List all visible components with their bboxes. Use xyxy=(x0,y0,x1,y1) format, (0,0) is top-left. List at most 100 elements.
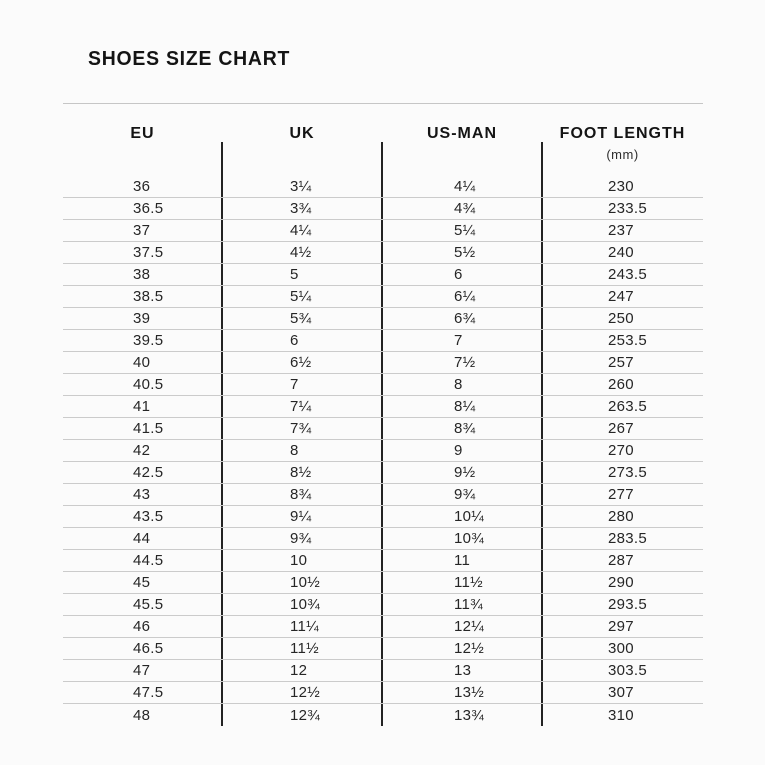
table-cell: 36.5 xyxy=(133,200,164,217)
table-cell: 233.5 xyxy=(608,200,648,217)
table-cell: 42.5 xyxy=(133,464,164,481)
table-cell: 11½ xyxy=(454,574,483,591)
table-cell: 283.5 xyxy=(608,530,648,547)
table-cell: 293.5 xyxy=(608,596,648,613)
table-cell: 13½ xyxy=(454,684,485,701)
table-cell: 5 xyxy=(290,266,299,283)
table-cell: 8½ xyxy=(290,464,312,481)
table-cell: 11½ xyxy=(290,640,319,657)
table-body: 36 3¼ 4¼ 230 36.5 3¾ 4¾ 233.5 37 4¼ 5¼ 237 37.5 4½ 5½ 2… xyxy=(63,176,703,726)
table-cell: 5¾ xyxy=(290,310,312,327)
table-cell: 4¾ xyxy=(454,200,476,217)
table-cell: 243.5 xyxy=(608,266,648,283)
table-cell: 12½ xyxy=(454,640,485,657)
table-cell: 240 xyxy=(608,244,634,261)
table-row: 43.5 9¼ 10¼ 280 xyxy=(63,506,703,528)
table-cell: 267 xyxy=(608,420,634,437)
table-row: 46 11¼ 12¼ 297 xyxy=(63,616,703,638)
table-cell: 6¾ xyxy=(454,310,476,327)
table-cell: 41.5 xyxy=(133,420,164,437)
column-divider-line xyxy=(381,142,383,726)
column-header-uk: UK xyxy=(289,125,315,142)
table-cell: 300 xyxy=(608,640,634,657)
table-row: 42 8 9 270 xyxy=(63,440,703,462)
column-header-eu: EU xyxy=(130,125,155,142)
table-cell: 44 xyxy=(133,530,151,547)
table-row: 36 3¼ 4¼ 230 xyxy=(63,176,703,198)
table-cell: 40.5 xyxy=(133,376,164,393)
table-cell: 40 xyxy=(133,354,151,371)
table-cell: 47 xyxy=(133,662,151,679)
table-row: 43 8¾ 9¾ 277 xyxy=(63,484,703,506)
table-cell: 45.5 xyxy=(133,596,164,613)
table-cell: 12 xyxy=(290,662,308,679)
table-row: 37.5 4½ 5½ 240 xyxy=(63,242,703,264)
table-cell: 12½ xyxy=(290,684,321,701)
table-cell: 250 xyxy=(608,310,634,327)
table-row: 36.5 3¾ 4¾ 233.5 xyxy=(63,198,703,220)
table-cell: 7¾ xyxy=(290,420,312,437)
table-cell: 10¾ xyxy=(290,596,321,613)
table-cell: 37.5 xyxy=(133,244,164,261)
table-row: 40 6½ 7½ 257 xyxy=(63,352,703,374)
table-row: 40.5 7 8 260 xyxy=(63,374,703,396)
table-cell: 4½ xyxy=(290,244,312,261)
table-cell: 10¼ xyxy=(454,508,485,525)
table-cell: 307 xyxy=(608,684,634,701)
table-cell: 8¼ xyxy=(454,398,476,415)
table-cell: 46.5 xyxy=(133,640,164,657)
table-row: 47.5 12½ 13½ 307 xyxy=(63,682,703,704)
table-cell: 45 xyxy=(133,574,151,591)
column-divider-line xyxy=(541,142,543,726)
table-cell: 237 xyxy=(608,222,634,239)
table-cell: 297 xyxy=(608,618,634,635)
table-cell: 7½ xyxy=(454,354,476,371)
table-cell: 230 xyxy=(608,178,634,195)
column-divider-line xyxy=(221,142,223,726)
page-title: SHOES SIZE CHART xyxy=(88,48,291,70)
table-cell: 47.5 xyxy=(133,684,164,701)
table-cell: 3¼ xyxy=(290,178,312,195)
table-cell: 247 xyxy=(608,288,634,305)
table-row: 42.5 8½ 9½ 273.5 xyxy=(63,462,703,484)
table-cell: 273.5 xyxy=(608,464,648,481)
table-cell: 6½ xyxy=(290,354,312,371)
table-cell: 12¼ xyxy=(454,618,485,635)
table-cell: 5½ xyxy=(454,244,476,261)
table-cell: 10 xyxy=(290,552,308,569)
table-row: 37 4¼ 5¼ 237 xyxy=(63,220,703,242)
table-cell: 11¾ xyxy=(454,596,483,613)
table-cell: 11¼ xyxy=(290,618,319,635)
table-cell: 4¼ xyxy=(290,222,312,239)
table-row: 47 12 13 303.5 xyxy=(63,660,703,682)
table-cell: 39.5 xyxy=(133,332,164,349)
table-cell: 39 xyxy=(133,310,151,327)
table-cell: 277 xyxy=(608,486,634,503)
table-cell: 8¾ xyxy=(454,420,476,437)
title-divider-line xyxy=(63,103,703,104)
table-cell: 37 xyxy=(133,222,151,239)
table-cell: 290 xyxy=(608,574,634,591)
table-row: 41.5 7¾ 8¾ 267 xyxy=(63,418,703,440)
table-cell: 38.5 xyxy=(133,288,164,305)
table-cell: 36 xyxy=(133,178,151,195)
table-cell: 9¾ xyxy=(454,486,476,503)
table-cell: 10½ xyxy=(290,574,321,591)
table-cell: 6¼ xyxy=(454,288,476,305)
table-cell: 48 xyxy=(133,706,151,724)
table-header-row: EU UK US-MAN FOOT LENGTH xyxy=(63,125,703,143)
table-cell: 287 xyxy=(608,552,634,569)
table-cell: 13¾ xyxy=(454,706,485,724)
table-cell: 43.5 xyxy=(133,508,164,525)
column-header-us-man: US-MAN xyxy=(427,125,497,142)
table-row: 48 12¾ 13¾ 310 xyxy=(63,704,703,726)
table-cell: 44.5 xyxy=(133,552,164,569)
table-cell: 280 xyxy=(608,508,634,525)
table-cell: 8 xyxy=(454,376,463,393)
table-row: 39 5¾ 6¾ 250 xyxy=(63,308,703,330)
table-cell: 9½ xyxy=(454,464,476,481)
table-cell: 6 xyxy=(454,266,463,283)
table-cell: 9¼ xyxy=(290,508,312,525)
table-row: 38.5 5¼ 6¼ 247 xyxy=(63,286,703,308)
